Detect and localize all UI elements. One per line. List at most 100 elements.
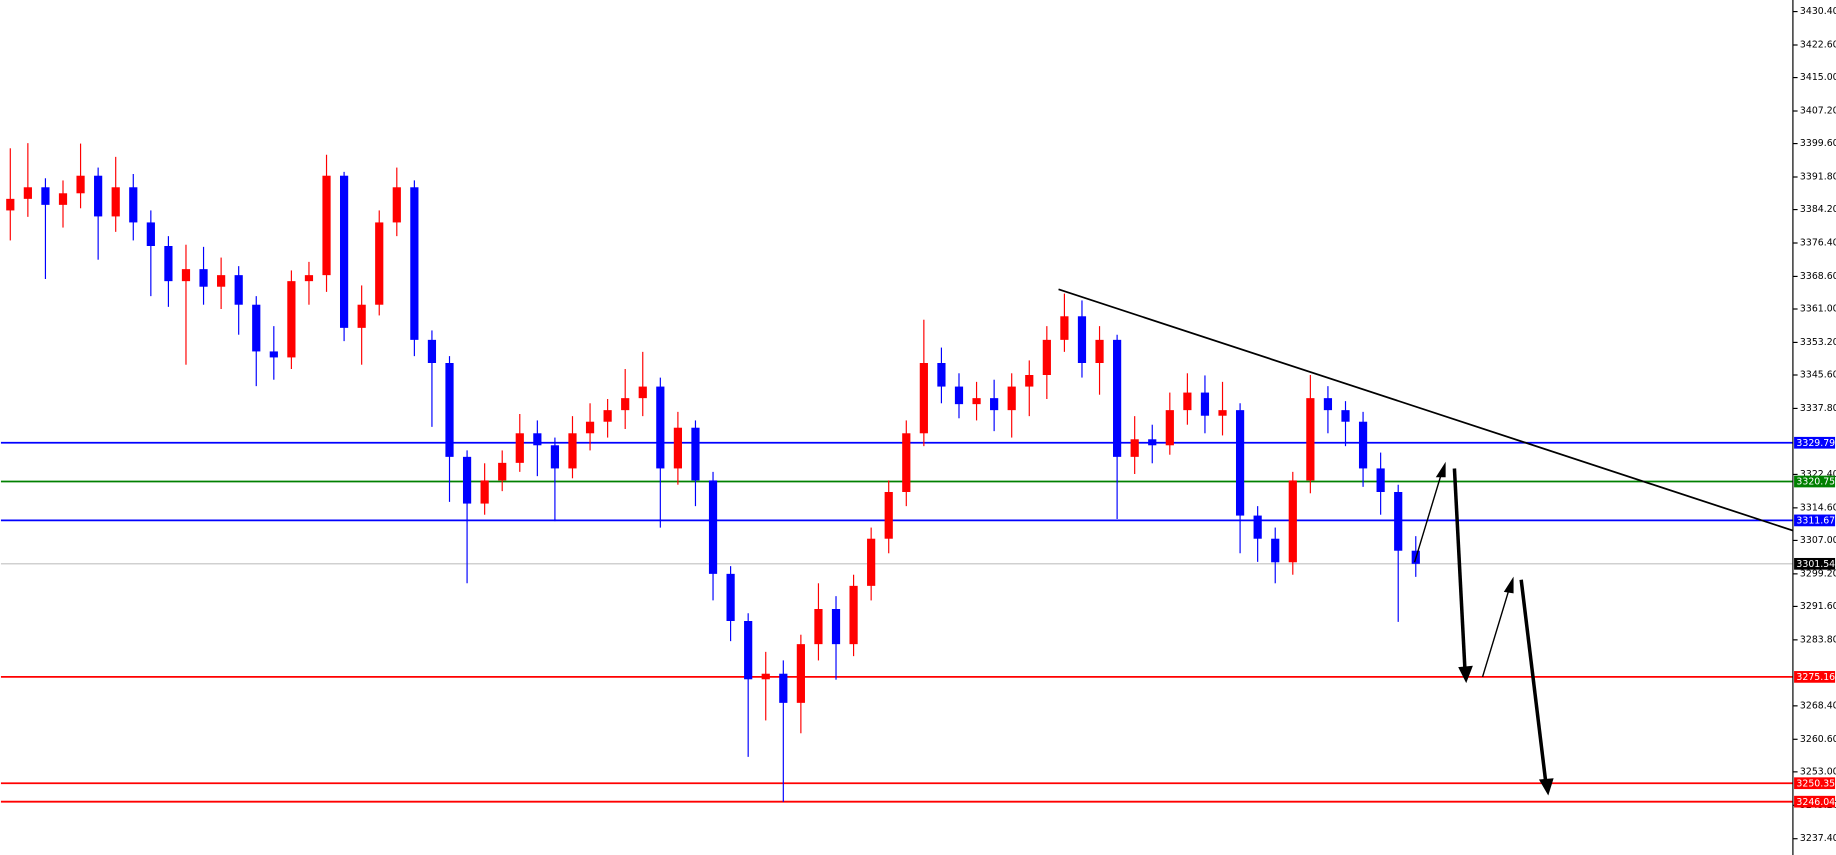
candle-body (744, 621, 753, 680)
candle-body (1183, 392, 1192, 411)
candle-body (708, 480, 718, 574)
candle-body (392, 187, 401, 223)
level-label-box (1794, 795, 1836, 808)
trend-line (1058, 288, 1794, 532)
candle-body (568, 433, 577, 469)
candle-body (357, 304, 366, 328)
level-label-box (1794, 436, 1836, 449)
candle-body (181, 269, 191, 282)
candle-body (867, 538, 876, 586)
level-label: 3250.35 (1796, 778, 1835, 789)
candle-body (1113, 339, 1122, 457)
candle-body (76, 175, 85, 194)
level-label: 3320.75 (1796, 477, 1835, 488)
candle-body (656, 386, 665, 469)
candle-body (252, 304, 261, 352)
arrow (1452, 468, 1467, 671)
candle-body (796, 644, 805, 703)
arrowhead (1538, 778, 1554, 796)
y-tick-label: 3391.80 (1800, 172, 1836, 183)
level-labels: 3329.79 3320.75 3311.67 3301.54 3275.16 3250.… (1794, 436, 1836, 808)
y-tick-label: 3253.00 (1800, 766, 1836, 777)
candle-body (94, 175, 103, 217)
arrowhead (1458, 665, 1473, 684)
level-label: 3275.16 (1796, 672, 1835, 683)
level-label: 3246.04 (1796, 797, 1835, 808)
y-tick-label: 3407.20 (1800, 105, 1836, 116)
y-tick-label: 3384.20 (1800, 204, 1836, 215)
y-tick-label: 3368.60 (1800, 271, 1836, 282)
y-tick-label: 3322.40 (1800, 469, 1836, 480)
y-tick-label: 3291.60 (1800, 601, 1836, 612)
y-tick-label: 3415.00 (1800, 72, 1836, 83)
candle-body (6, 198, 15, 211)
y-tick-label: 3283.80 (1800, 634, 1836, 645)
y-tick-label: 3268.40 (1800, 700, 1836, 711)
candle-body (1218, 410, 1227, 416)
arrow (1413, 472, 1443, 563)
candle-body (322, 175, 331, 276)
candle-body (375, 222, 384, 305)
candle-body (217, 275, 226, 287)
candle-body (1077, 316, 1087, 363)
arrowhead (1503, 576, 1514, 594)
candle-body (1288, 480, 1297, 563)
candle-body (199, 269, 208, 287)
y-tick-label: 3376.40 (1800, 237, 1836, 248)
candle-body (1007, 386, 1016, 411)
candle-body (849, 585, 858, 645)
candle-body (550, 445, 560, 469)
candle-body (445, 362, 454, 457)
candle-body (884, 492, 893, 539)
y-tick-label: 3422.60 (1800, 39, 1836, 50)
arrow (1519, 579, 1548, 783)
candle-body (1253, 515, 1262, 539)
y-tick-label: 3260.60 (1800, 734, 1836, 745)
level-label-box (1794, 671, 1836, 683)
candle-body (1376, 468, 1385, 492)
arrow (1481, 587, 1511, 678)
candle-body (462, 456, 472, 504)
candle-body (41, 187, 50, 205)
candle-body (1148, 439, 1157, 446)
candle-body (1235, 410, 1245, 516)
candle-body (937, 362, 946, 387)
arrowhead (1435, 461, 1446, 478)
level-label-box (1794, 777, 1836, 790)
candle-body (1200, 392, 1210, 416)
level-label-box (1794, 475, 1836, 488)
y-axis: 3430.40 3422.60 3415.00 3407.20 3399.60 3391.… (1792, 6, 1836, 844)
candle-body (902, 433, 911, 493)
candle-body (990, 398, 999, 411)
y-tick-label: 3314.60 (1800, 502, 1836, 513)
forecast-arrows (1413, 461, 1554, 796)
candle-body (1130, 439, 1139, 457)
candle-body (1341, 410, 1350, 422)
levels (0, 441, 1793, 803)
y-tick-label: 3399.60 (1800, 138, 1836, 149)
candle-body (972, 398, 981, 405)
level-label-box (1794, 514, 1836, 527)
candle-body (621, 398, 630, 411)
candle-body (673, 427, 682, 469)
candle-body (1060, 316, 1069, 340)
candle-body (1306, 398, 1315, 481)
y-tick-label: 3337.80 (1800, 403, 1836, 414)
candle-body (146, 222, 155, 247)
candle-body (427, 339, 437, 364)
candle-body (129, 187, 138, 223)
candle-body (585, 421, 595, 434)
candle-body (533, 433, 542, 446)
candle-body (287, 281, 296, 358)
candle-body (779, 673, 788, 703)
candle-body (603, 410, 612, 422)
candle-body (1323, 398, 1333, 411)
candle-body (515, 433, 524, 463)
candle-body (480, 480, 489, 504)
candles (6, 143, 1420, 802)
y-tick-label: 3307.00 (1800, 535, 1836, 546)
candle-body (234, 275, 243, 305)
